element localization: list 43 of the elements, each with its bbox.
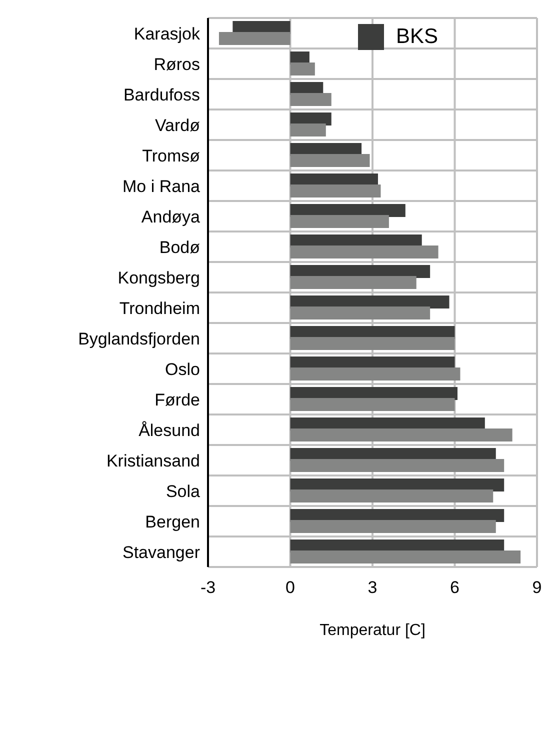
bar — [290, 215, 389, 228]
bar — [290, 306, 430, 320]
y-tick-label: Andøya — [141, 207, 201, 226]
x-tick-label: 3 — [368, 578, 378, 598]
bar — [290, 154, 370, 168]
y-tick-label: Bergen — [145, 512, 200, 532]
x-tick-label: 6 — [450, 578, 460, 598]
bar — [290, 520, 496, 534]
y-tick-label: Bardufoss — [123, 85, 200, 104]
y-tick-label: Vardø — [154, 116, 200, 135]
y-tick-label: Bodø — [159, 238, 200, 257]
bar — [290, 184, 381, 198]
bar — [290, 398, 455, 412]
bar — [290, 93, 332, 106]
bar — [290, 246, 438, 259]
bar — [290, 276, 416, 290]
y-tick-label: Sola — [166, 482, 201, 501]
bar — [290, 459, 504, 472]
y-tick-label: Oslo — [165, 360, 200, 379]
bar — [290, 550, 521, 564]
bar — [290, 124, 326, 137]
bar — [290, 368, 460, 381]
bar — [218, 32, 290, 46]
bar — [290, 490, 494, 503]
y-tick-label: Stavanger — [122, 542, 200, 562]
x-axis-title: Temperatur [C] — [320, 622, 426, 639]
y-tick-label: Trondheim — [119, 298, 200, 318]
y-tick-label: Kongsberg — [118, 268, 200, 288]
bar — [290, 62, 315, 76]
y-tick-label: Røros — [154, 54, 200, 74]
y-tick-label: Ålesund — [138, 420, 200, 440]
y-tick-label: Mo i Rana — [122, 176, 201, 196]
y-tick-label: Førde — [154, 390, 200, 410]
y-tick-label: Kristiansand — [106, 451, 200, 470]
x-tick-label: 9 — [532, 578, 542, 598]
y-tick-label: Karasjok — [134, 24, 200, 44]
x-tick-label: -3 — [200, 578, 216, 598]
bar — [290, 337, 455, 350]
y-tick-label: Tromsø — [142, 146, 200, 166]
y-tick-label: Byglandsfjorden — [78, 329, 200, 348]
x-tick-label: 0 — [286, 578, 295, 598]
bar — [290, 428, 512, 442]
legend-label: BKS — [396, 25, 438, 48]
